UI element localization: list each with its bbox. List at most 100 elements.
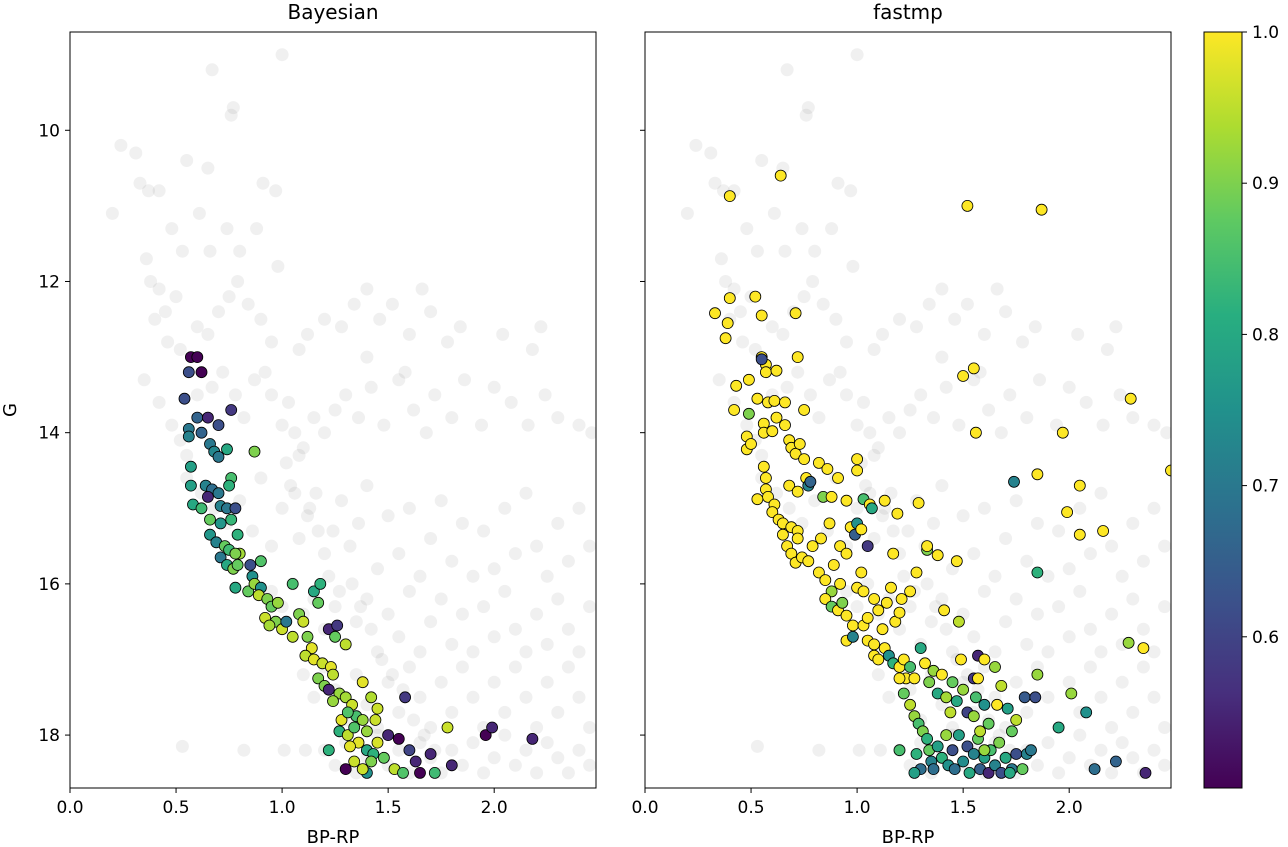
field-star-point [572,418,586,432]
member-star-point [866,502,878,515]
member-star-point [204,528,216,541]
member-star-point [348,721,361,734]
field-star-point [867,343,881,356]
field-star-point [434,494,448,508]
member-star-point [486,721,499,734]
member-star-point [936,668,948,681]
member-star-point [995,680,1008,692]
field-star-point [572,645,586,659]
member-star-point [305,642,318,654]
field-star-point [1136,554,1150,568]
member-star-point [1031,468,1044,481]
member-star-point [897,653,910,666]
member-star-point [880,596,893,609]
field-star-point [1136,622,1150,636]
field-star-point [360,350,374,364]
field-star-point [840,388,853,402]
field-star-point [750,244,764,258]
field-star-point [466,690,480,704]
field-star-point [133,176,147,190]
member-star-point [348,755,361,768]
field-star-point [392,743,406,757]
field-star-point [248,373,261,387]
field-star-point [561,554,575,568]
field-star-point [1073,584,1087,598]
field-star-point [540,637,554,651]
member-star-point [978,653,991,666]
member-star-point [365,691,378,704]
field-star-point [496,327,510,341]
field-star-point [254,471,268,485]
field-star-point [1030,607,1044,621]
member-star-point [757,460,770,473]
member-star-point [819,574,832,586]
member-star-point [893,606,906,619]
member-star-point [1031,566,1044,579]
field-star-point [142,184,155,198]
field-star-point [1158,539,1171,553]
field-star-point [148,312,162,326]
field-star-point [1096,418,1110,432]
member-star-point [242,585,255,598]
field-star-point [265,388,278,402]
member-star-point [191,351,204,364]
field-star-point [1083,547,1097,561]
field-star-point [407,713,421,727]
member-star-point [327,668,339,681]
member-star-point [950,555,963,568]
field-star-point [967,630,981,644]
field-star-point [458,373,471,387]
field-star-point [740,418,754,432]
member-star-point [182,366,195,379]
field-star-point [453,320,467,334]
field-star-point [275,418,289,432]
field-star-point [445,637,459,651]
member-star-point [428,767,441,779]
field-star-point [956,509,970,523]
member-star-point [1056,426,1069,439]
member-star-point [356,676,369,689]
field-star-point [935,479,949,493]
member-star-point [1001,702,1014,715]
field-star-point [385,668,399,682]
field-star-point [466,569,480,583]
member-star-point [999,751,1012,764]
field-star-point [413,736,427,750]
field-star-point [190,320,204,334]
member-star-point [868,638,880,651]
field-star-point [519,486,533,500]
field-star-point [850,48,864,62]
member-star-point [806,540,819,552]
field-star-point [519,690,533,704]
field-star-point [307,411,321,425]
field-star-point [498,728,512,742]
field-star-point [1009,494,1023,508]
member-star-point [927,763,940,775]
field-star-point [990,282,1004,296]
field-star-point [948,312,962,326]
member-star-point [286,630,299,643]
field-star-point [275,48,289,62]
members-left [178,351,539,779]
field-star-point [477,600,491,614]
member-star-point [1139,767,1152,779]
field-star-point [318,426,331,440]
field-star-point [988,645,1002,659]
member-star-point [798,453,810,466]
x-tick-label: 1.5 [375,798,402,818]
field-star-point [583,600,596,614]
field-star-point [392,547,406,561]
field-star-point [419,426,433,440]
field-star-point [939,380,953,394]
member-star-point [360,725,373,738]
field-star-point [1115,675,1129,689]
field-star-point [967,373,981,387]
field-star-point [795,222,809,236]
member-star-point [526,733,539,745]
member-star-point [709,307,721,320]
member-star-point [201,411,214,424]
member-star-point [819,593,832,605]
member-star-point [914,642,927,654]
field-star-point [282,395,295,409]
field-star-point [212,305,225,319]
